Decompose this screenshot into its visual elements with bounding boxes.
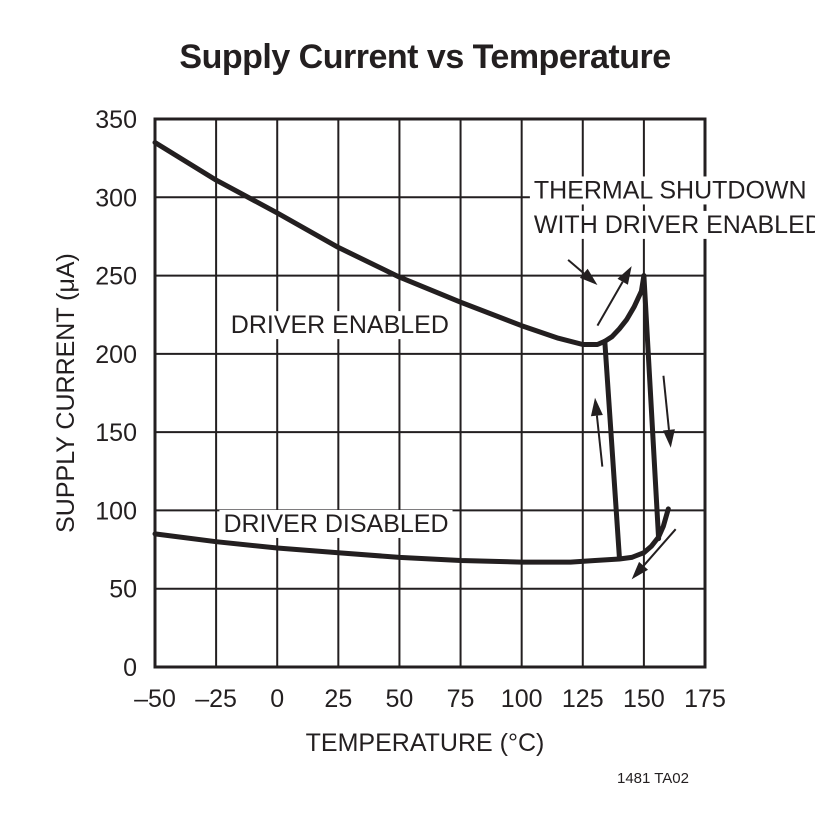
annotation-arrow <box>590 397 604 467</box>
x-tick-label: –50 <box>134 685 176 713</box>
figure-reference: 1481 TA02 <box>617 770 689 787</box>
x-tick-label: –25 <box>195 685 237 713</box>
x-tick-label: 0 <box>270 685 284 713</box>
annotation-arrow <box>631 528 677 580</box>
svg-text:DRIVER DISABLED: DRIVER DISABLED <box>223 510 448 538</box>
x-tick-label: 50 <box>386 685 414 713</box>
annotation-arrow <box>662 375 675 448</box>
y-tick-label: 150 <box>95 419 137 447</box>
series-line <box>641 273 662 542</box>
y-tick-label: 350 <box>95 106 137 134</box>
y-axis-label: SUPPLY CURRENT (μA) <box>52 253 80 533</box>
x-tick-label: 100 <box>501 685 543 713</box>
x-tick-label: 125 <box>562 685 604 713</box>
x-tick-label: 150 <box>623 685 665 713</box>
annotation-label: DRIVER ENABLED <box>226 311 453 340</box>
x-axis-label: TEMPERATURE (°C) <box>306 729 545 757</box>
annotations: DRIVER ENABLED DRIVER DISABLED THERMAL SHU… <box>219 176 815 538</box>
series-line <box>152 140 647 347</box>
x-tick-labels: –50 –25 0 25 50 75 100 125 150 175 <box>134 685 726 713</box>
y-tick-label: 200 <box>95 341 137 369</box>
annotation-label: WITH DRIVER ENABLED <box>529 210 815 239</box>
chart-title: Supply Current vs Temperature <box>179 38 670 76</box>
annotation-arrow <box>596 266 632 327</box>
x-tick-label: 75 <box>447 685 475 713</box>
y-tick-label: 0 <box>123 654 137 682</box>
y-tick-label: 300 <box>95 184 137 212</box>
annotation-arrow <box>567 259 598 285</box>
annotation-label: DRIVER DISABLED <box>219 509 453 538</box>
series-lines <box>152 140 671 565</box>
svg-text:DRIVER ENABLED: DRIVER ENABLED <box>231 311 449 339</box>
series-line <box>152 506 671 565</box>
y-tick-label: 100 <box>95 497 137 525</box>
svg-text:THERMAL SHUTDOWN: THERMAL SHUTDOWN <box>534 176 807 204</box>
y-tick-labels: 0 50 100 150 200 250 300 350 <box>95 106 137 682</box>
y-tick-label: 50 <box>109 576 137 604</box>
x-tick-label: 175 <box>684 685 726 713</box>
x-tick-label: 25 <box>324 685 352 713</box>
svg-text:WITH DRIVER ENABLED: WITH DRIVER ENABLED <box>534 211 815 239</box>
annotation-label: THERMAL SHUTDOWN <box>529 176 811 205</box>
series-line <box>602 338 622 560</box>
annotation-arrows <box>567 259 677 580</box>
plot-frame <box>153 117 707 669</box>
y-tick-label: 250 <box>95 263 137 291</box>
